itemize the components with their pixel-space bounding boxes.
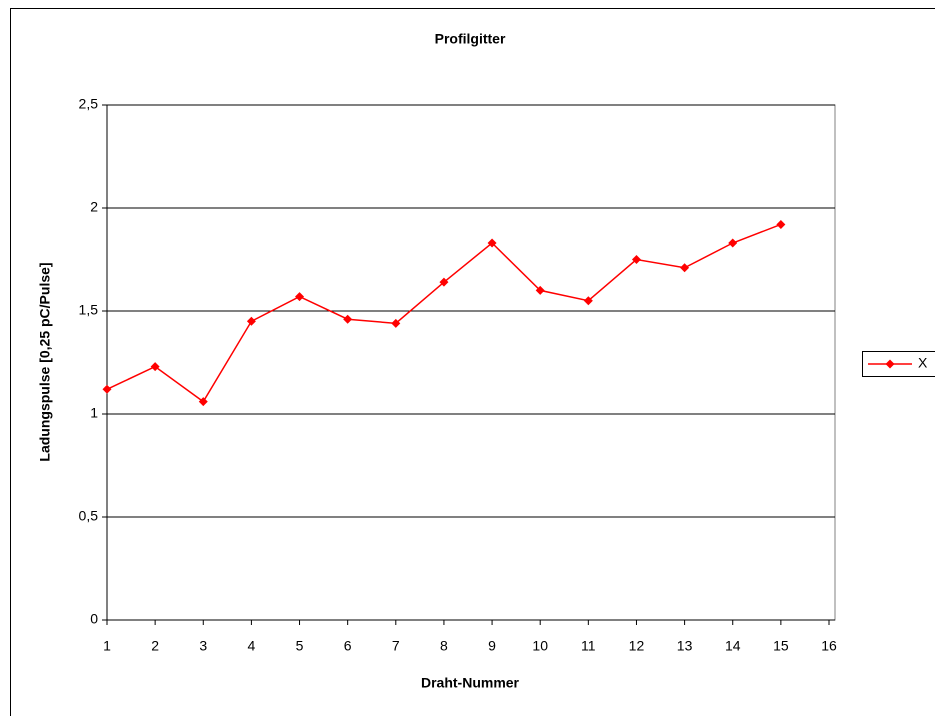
y-tick-label: 0 (90, 611, 98, 627)
x-tick-label: 12 (629, 638, 645, 654)
y-tick-label: 2,5 (79, 96, 99, 112)
data-point (535, 285, 545, 295)
x-tick-label: 2 (151, 638, 159, 654)
data-point (487, 238, 497, 248)
plot-area (106, 104, 836, 621)
x-tick-label: 13 (677, 638, 693, 654)
x-tick-label: 3 (199, 638, 207, 654)
x-tick-label: 10 (532, 638, 548, 654)
x-tick-label: 6 (344, 638, 352, 654)
y-tick-label: 0,5 (79, 508, 99, 524)
data-point (583, 296, 593, 306)
data-point (631, 255, 641, 264)
data-point (391, 318, 401, 328)
x-tick-label: 8 (440, 638, 448, 654)
data-point (439, 277, 449, 287)
y-tick-label: 2 (90, 199, 98, 215)
data-point (776, 219, 786, 229)
y-axis-label: Ladungspulse [0,25 pC/Pulse] (37, 262, 53, 461)
x-tick-label: 15 (773, 638, 789, 654)
data-point (728, 238, 738, 248)
chart-title: Profilgitter (435, 31, 506, 47)
x-tick-label: 9 (488, 638, 496, 654)
x-tick-label: 11 (581, 638, 596, 654)
x-axis-label: Draht-Nummer (421, 675, 520, 691)
legend-marker (885, 359, 895, 369)
x-tick-label: 1 (103, 638, 111, 654)
data-point (680, 263, 690, 273)
x-tick-label: 16 (821, 638, 837, 654)
data-point (150, 362, 160, 372)
data-point (295, 292, 305, 302)
data-point (246, 316, 256, 326)
x-tick-label: 4 (248, 638, 256, 654)
x-tick-label: 5 (296, 638, 304, 654)
x-tick-label: 14 (725, 638, 741, 654)
data-point (102, 384, 112, 394)
data-point (198, 397, 208, 407)
legend-label: X (918, 355, 928, 371)
x-tick-label: 7 (392, 638, 400, 654)
y-tick-label: 1 (90, 405, 98, 421)
data-point (343, 314, 353, 324)
y-tick-label: 1,5 (79, 302, 99, 318)
